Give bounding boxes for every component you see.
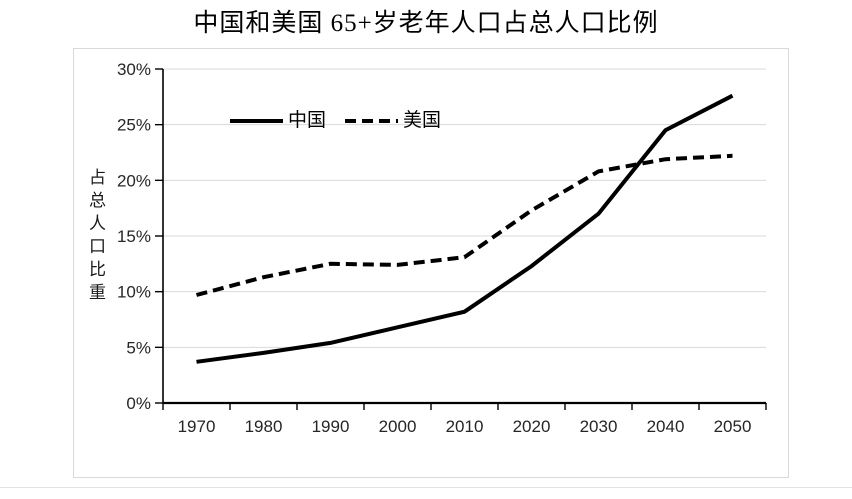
legend-item-china: 中国 bbox=[230, 109, 326, 133]
y-tick-label: 15% bbox=[117, 227, 151, 246]
legend: 中国 美国 bbox=[230, 109, 441, 133]
x-tick-label: 2050 bbox=[714, 417, 752, 436]
y-tick-label: 10% bbox=[117, 283, 151, 302]
x-tick-label: 1990 bbox=[312, 417, 350, 436]
y-tick-label: 30% bbox=[117, 60, 151, 79]
y-tick-label: 0% bbox=[126, 394, 151, 413]
y-tick-label: 25% bbox=[117, 116, 151, 135]
y-axis-title: 占总人口比重 bbox=[86, 168, 105, 306]
y-tick-label: 5% bbox=[126, 338, 151, 357]
legend-label-china: 中国 bbox=[288, 110, 327, 131]
axis-tick-labels: 0% 5% 10% 15% 20% 25% 30% 1970 1980 1990 2000 2010 2… bbox=[117, 60, 751, 436]
x-tick-label: 1970 bbox=[178, 417, 216, 436]
y-tick-label: 20% bbox=[117, 171, 151, 190]
x-tick-label: 2000 bbox=[379, 417, 417, 436]
legend-item-usa: 美国 bbox=[345, 109, 441, 133]
page-edge-line bbox=[0, 487, 852, 488]
usa-series-line bbox=[195, 153, 733, 297]
x-tick-label: 2040 bbox=[647, 417, 685, 436]
china-series-line bbox=[196, 93, 734, 364]
x-tick-label: 2010 bbox=[446, 417, 484, 436]
legend-label-usa: 美国 bbox=[403, 110, 442, 131]
x-axis bbox=[162, 401, 767, 410]
x-tick-label: 1980 bbox=[245, 417, 283, 436]
gridlines bbox=[163, 68, 766, 348]
china-solid-line-swatch bbox=[230, 119, 283, 123]
y-axis bbox=[155, 68, 164, 404]
usa-dashed-line-swatch bbox=[345, 119, 399, 123]
chart-title: 中国和美国 65+岁老年人口占总人口比例 bbox=[193, 10, 659, 37]
x-tick-label: 2020 bbox=[513, 417, 551, 436]
x-tick-label: 2030 bbox=[580, 417, 618, 436]
